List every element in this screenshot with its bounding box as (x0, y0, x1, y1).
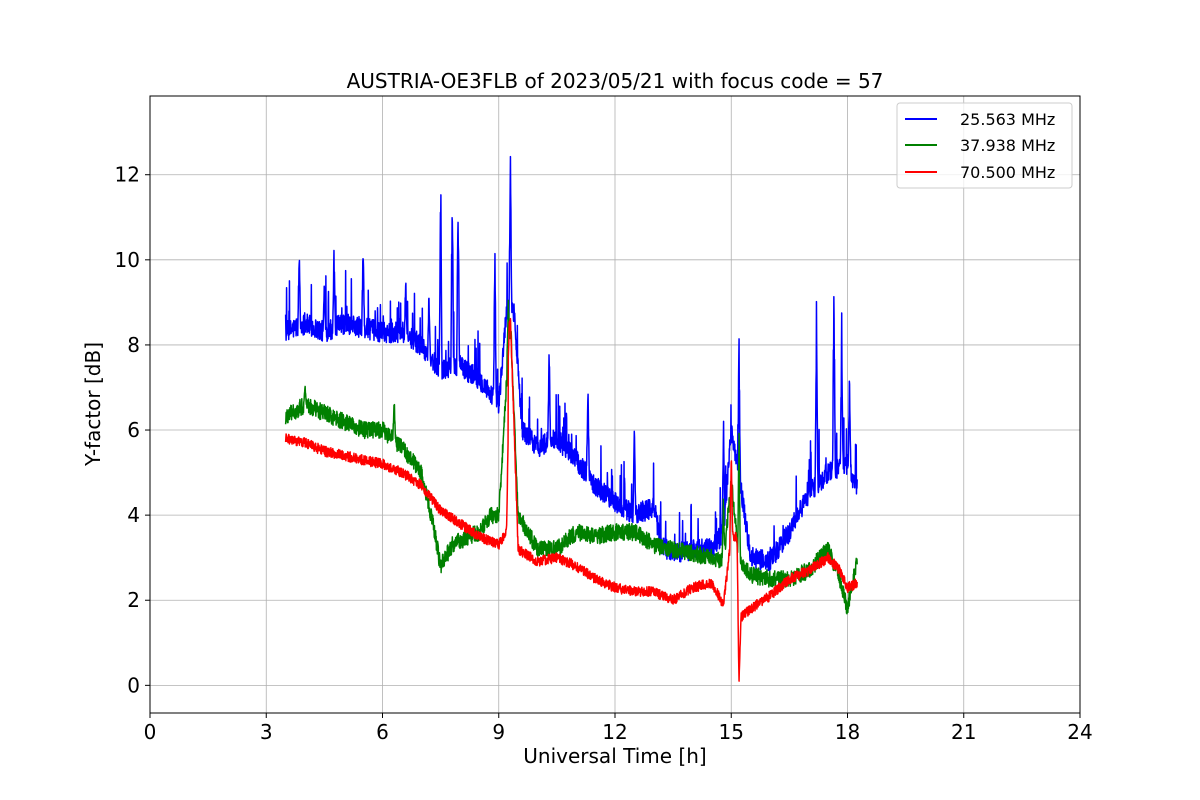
y-axis-ticks: 0 2 4 6 8 10 12 (115, 163, 150, 697)
y-axis-label: Y-factor [dB] (81, 342, 105, 467)
y-tick-label: 0 (127, 673, 140, 697)
x-tick-label: 21 (951, 720, 976, 744)
y-tick-label: 8 (127, 333, 140, 357)
x-tick-label: 24 (1067, 720, 1092, 744)
y-tick-label: 10 (115, 248, 140, 272)
x-tick-label: 6 (376, 720, 389, 744)
x-tick-label: 18 (835, 720, 860, 744)
legend-label-series-2: 37.938 MHz (960, 136, 1055, 155)
x-tick-label: 3 (260, 720, 273, 744)
chart-title: AUSTRIA-OE3FLB of 2023/05/21 with focus … (347, 69, 884, 93)
series-line-3 (284, 317, 858, 682)
x-tick-label: 9 (492, 720, 505, 744)
y-tick-label: 4 (127, 503, 140, 527)
series-line-2 (284, 299, 858, 615)
legend: 25.563 MHz 37.938 MHz 70.500 MHz (896, 102, 1073, 189)
x-tick-label: 12 (602, 720, 627, 744)
legend-label-series-3: 70.500 MHz (960, 163, 1055, 182)
plot-series (284, 155, 858, 682)
series-line-1 (284, 155, 858, 572)
y-tick-label: 12 (115, 163, 140, 187)
legend-label-series-1: 25.563 MHz (960, 110, 1055, 129)
x-tick-label: 15 (719, 720, 744, 744)
y-tick-label: 2 (127, 588, 140, 612)
x-axis-ticks: 0 3 6 9 12 15 18 21 24 (144, 713, 1093, 744)
x-axis-label: Universal Time [h] (523, 744, 706, 768)
x-tick-label: 0 (144, 720, 157, 744)
y-tick-label: 6 (127, 418, 140, 442)
legend-box (896, 102, 1073, 189)
